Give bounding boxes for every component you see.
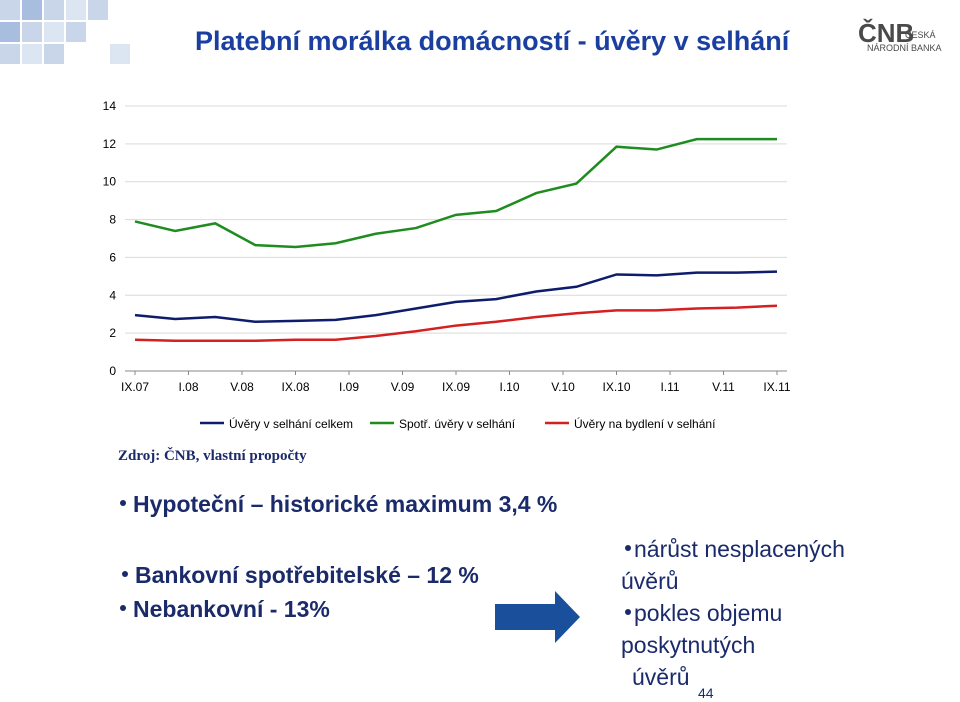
bullet: Nebankovní - 13% xyxy=(133,596,330,622)
x-tick-label: I.10 xyxy=(499,380,519,394)
source: Zdroj: ČNB, vlastní propočty xyxy=(118,447,307,464)
x-tick-label: IX.07 xyxy=(121,380,149,394)
x-tick-label: I.11 xyxy=(660,380,679,394)
y-tick-label: 8 xyxy=(109,213,116,227)
series-line xyxy=(134,304,778,342)
x-tick-label: IX.09 xyxy=(442,380,470,394)
y-tick-label: 14 xyxy=(103,99,117,113)
series-line xyxy=(134,137,777,249)
x-tick-label: IX.08 xyxy=(281,380,309,394)
x-tick-label: I.08 xyxy=(178,380,198,394)
bullet: Hypoteční – historické maximum 3,4 % xyxy=(133,491,557,517)
x-tick-label: IX.11 xyxy=(763,380,790,394)
y-tick-label: 10 xyxy=(103,175,117,189)
legend-label: Spotř. úvěry v selhání xyxy=(399,417,516,431)
legend-label: Úvěry na bydlení v selhání xyxy=(574,416,716,431)
y-tick-label: 2 xyxy=(109,326,116,340)
chart: 0 2 4 6 8 10 12 14 IX.07 I.08 V.08 IX.08 I.09 V.09 IX.… xyxy=(103,99,791,431)
bullet: úvěrů xyxy=(632,664,690,690)
bullet: poskytnutých xyxy=(621,632,755,658)
logo-text: ČESKÁ xyxy=(905,30,936,40)
x-tick-label: V.09 xyxy=(391,380,415,394)
legend-label: Úvěry v selhání celkem xyxy=(229,416,353,431)
x-tick-label: V.11 xyxy=(712,380,735,394)
y-tick-label: 12 xyxy=(103,137,117,151)
slide-title: Platební morálka domácností - úvěry v se… xyxy=(195,26,791,56)
page-number: 44 xyxy=(698,685,714,701)
series-line xyxy=(134,270,778,324)
bullet: pokles objemu xyxy=(634,600,782,626)
y-tick-label: 6 xyxy=(109,250,116,264)
decoration xyxy=(0,0,130,64)
y-tick-label: 0 xyxy=(109,364,116,378)
x-tick-label: IX.10 xyxy=(602,380,630,394)
bullets xyxy=(120,500,631,615)
x-tick-label: I.09 xyxy=(339,380,359,394)
bullet: Bankovní spotřebitelské – 12 % xyxy=(135,562,479,588)
bullet: úvěrů xyxy=(621,568,679,594)
bullet: nárůst nesplacených xyxy=(634,536,845,562)
y-tick-label: 4 xyxy=(109,288,116,302)
x-tick-label: V.08 xyxy=(230,380,254,394)
logo-mark: ČNB xyxy=(858,18,914,48)
x-tick-label: V.10 xyxy=(551,380,575,394)
arrow xyxy=(495,591,580,643)
logo-text: NÁRODNÍ BANKA xyxy=(867,43,942,53)
